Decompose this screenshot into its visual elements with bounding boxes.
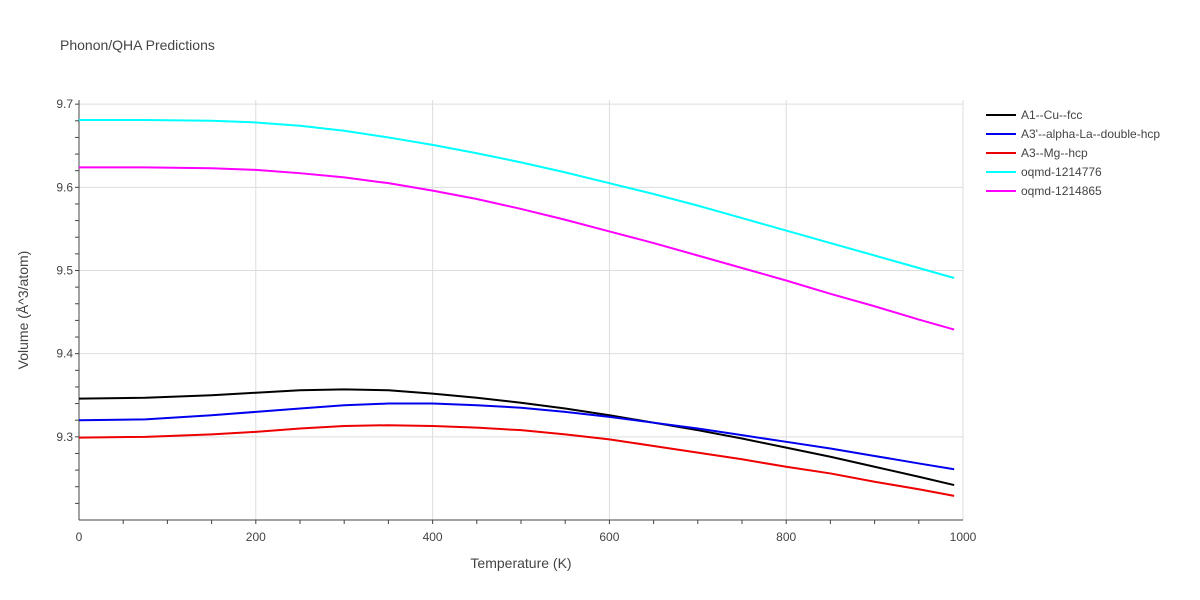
legend: A1--Cu--fcc A3'--alpha-La--double-hcp A3--… — [986, 108, 1160, 198]
series-lines — [78, 118, 955, 497]
y-tick-label: 9.3 — [56, 430, 73, 444]
x-tick-label: 1000 — [950, 530, 977, 544]
series-line-a3-alpha-la-double-hcp — [78, 402, 955, 471]
x-tick-label: 200 — [246, 530, 266, 544]
series-line-a3-mg-hcp — [78, 424, 955, 497]
x-tick-label: 0 — [76, 530, 83, 544]
legend-label-oqmd-1214776: oqmd-1214776 — [1021, 165, 1102, 179]
y-axis-title: Volume (Å^3/atom) — [15, 251, 31, 370]
x-tick-label: 400 — [423, 530, 443, 544]
legend-label-a3-mg-hcp: A3--Mg--hcp — [1021, 146, 1088, 160]
series-line-oqmd-1214865 — [79, 166, 955, 331]
x-tick-label: 600 — [599, 530, 619, 544]
y-tick-label: 9.5 — [56, 263, 73, 277]
legend-label-oqmd-1214865: oqmd-1214865 — [1021, 184, 1102, 198]
y-tick-label: 9.7 — [56, 97, 73, 111]
legend-label-a3-alpha-la-double-hcp: A3'--alpha-La--double-hcp — [1021, 127, 1160, 141]
y-tick-label: 9.4 — [56, 347, 73, 361]
y-tick-label: 9.6 — [56, 180, 73, 194]
x-axis-title: Temperature (K) — [470, 555, 571, 571]
legend-label-a1-cu-fcc: A1--Cu--fcc — [1021, 108, 1082, 122]
x-tick-label: 800 — [776, 530, 796, 544]
series-line-oqmd-1214776 — [79, 118, 955, 279]
axes: 0 200 400 600 800 1000 9.3 9.4 9.5 9.6 9.7 — [56, 97, 976, 544]
chart-title: Phonon/QHA Predictions — [60, 37, 215, 53]
series-line-a1-cu-fcc — [78, 388, 955, 487]
gridlines — [79, 100, 964, 520]
